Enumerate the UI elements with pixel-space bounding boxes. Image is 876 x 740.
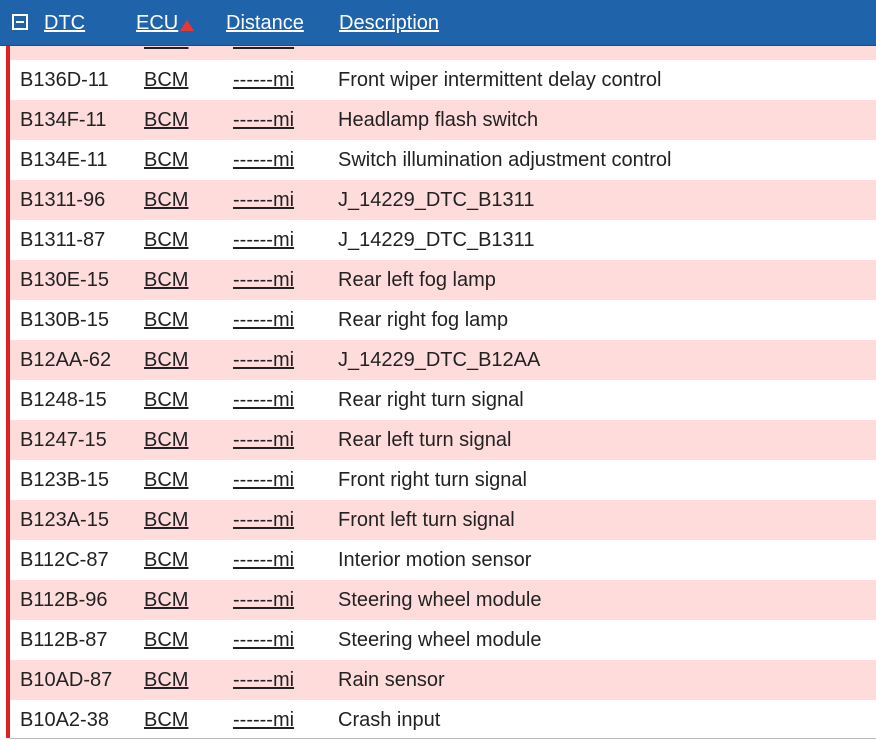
table-row[interactable]: B12AA-62 BCM ------mi J_14229_DTC_B12AA bbox=[10, 340, 876, 380]
dtc-description: Headlamp flash switch bbox=[338, 109, 539, 131]
distance-link[interactable]: ------mi bbox=[233, 309, 295, 331]
distance-link[interactable]: ------mi bbox=[233, 109, 295, 131]
distance-link[interactable]: ------mi bbox=[233, 469, 295, 491]
dtc-description: Front right turn signal bbox=[338, 469, 527, 491]
ecu-link[interactable]: BCM bbox=[144, 709, 189, 731]
dtc-description: Rear left fog lamp bbox=[338, 269, 496, 291]
dtc-code: B134F-11 bbox=[20, 109, 107, 131]
dtc-description: J_14229_DTC_B1311 bbox=[338, 229, 535, 251]
ecu-link[interactable]: BCM bbox=[144, 229, 189, 251]
dtc-code: B1311-87 bbox=[20, 229, 106, 251]
ecu-link[interactable]: BCM bbox=[144, 389, 189, 411]
distance-link[interactable]: ------mi bbox=[233, 549, 295, 571]
distance-link[interactable]: ------mi bbox=[233, 429, 295, 451]
table-row[interactable]: B10AD-87 BCM ------mi Rain sensor bbox=[10, 660, 876, 700]
ecu-link[interactable]: BCM bbox=[144, 69, 189, 91]
ecu-link[interactable]: BCM bbox=[144, 669, 189, 691]
table-row[interactable]: B123A-15 BCM ------mi Front left turn si… bbox=[10, 500, 876, 540]
ecu-link[interactable]: BCM bbox=[144, 309, 189, 331]
table-bottom-divider bbox=[10, 738, 876, 739]
table-row[interactable]: B136D-11 BCM ------mi Front wiper interm… bbox=[10, 60, 876, 100]
table-row[interactable]: B134F-11 BCM ------mi Headlamp flash swi… bbox=[10, 100, 876, 140]
dtc-code: B112B-96 bbox=[20, 589, 108, 611]
table-row[interactable]: B130E-15 BCM ------mi Rear left fog lamp bbox=[10, 260, 876, 300]
ecu-link[interactable]: BCM bbox=[144, 589, 189, 611]
group-marker bbox=[6, 46, 10, 738]
ecu-link[interactable]: BCM bbox=[144, 509, 189, 531]
column-header-distance[interactable]: Distance bbox=[226, 12, 304, 34]
distance-link[interactable]: ------mi bbox=[233, 509, 295, 531]
table-header: DTC ECU Distance Description bbox=[0, 0, 876, 46]
dtc-description: Steering wheel module bbox=[338, 589, 542, 611]
dtc-code: B1247-15 bbox=[20, 429, 107, 451]
dtc-code: B123A-15 bbox=[20, 509, 109, 531]
dtc-code: B1248-15 bbox=[20, 389, 107, 411]
table-row[interactable]: B134E-11 BCM ------mi Switch illuminatio… bbox=[10, 140, 876, 180]
dtc-description: Rear left turn signal bbox=[338, 429, 512, 451]
column-header-description[interactable]: Description bbox=[339, 12, 440, 34]
dtc-description: Rear right turn signal bbox=[338, 389, 524, 411]
dtc-description: Rain sensor bbox=[338, 669, 445, 691]
table-row[interactable]: B112C-87 BCM ------mi Interior motion se… bbox=[10, 540, 876, 580]
sort-ascending-icon[interactable] bbox=[180, 20, 194, 31]
table-row[interactable]: B130B-15 BCM ------mi Rear right fog lam… bbox=[10, 300, 876, 340]
ecu-link[interactable]: BCM bbox=[144, 349, 189, 371]
ecu-link[interactable]: BCM bbox=[144, 189, 189, 211]
table-body: BCM ------mi B136D-11 BCM ------mi Front… bbox=[10, 20, 876, 740]
distance-link[interactable]: ------mi bbox=[233, 69, 295, 91]
dtc-description: Interior motion sensor bbox=[338, 549, 532, 571]
table-row[interactable]: B10A2-38 BCM ------mi Crash input bbox=[10, 700, 876, 740]
dtc-description: J_14229_DTC_B12AA bbox=[338, 349, 541, 371]
dtc-description: Rear right fog lamp bbox=[338, 309, 509, 331]
table-row[interactable]: B112B-96 BCM ------mi Steering wheel mod… bbox=[10, 580, 876, 620]
dtc-code: B130B-15 bbox=[20, 309, 109, 331]
dtc-code: B112C-87 bbox=[20, 549, 109, 571]
ecu-link[interactable]: BCM bbox=[144, 429, 189, 451]
table-row[interactable]: B123B-15 BCM ------mi Front right turn s… bbox=[10, 460, 876, 500]
dtc-code: B12AA-62 bbox=[20, 349, 112, 371]
distance-link[interactable]: ------mi bbox=[233, 389, 295, 411]
distance-link[interactable]: ------mi bbox=[233, 229, 295, 251]
dtc-code: B1311-96 bbox=[20, 189, 106, 211]
table-row[interactable]: B1248-15 BCM ------mi Rear right turn si… bbox=[10, 380, 876, 420]
table-row[interactable]: B1311-96 BCM ------mi J_14229_DTC_B1311 bbox=[10, 180, 876, 220]
ecu-link[interactable]: BCM bbox=[144, 269, 189, 291]
collapse-icon[interactable] bbox=[12, 14, 28, 30]
distance-link[interactable]: ------mi bbox=[233, 349, 295, 371]
distance-link[interactable]: ------mi bbox=[233, 149, 295, 171]
distance-link[interactable]: ------mi bbox=[233, 709, 295, 731]
distance-link[interactable]: ------mi bbox=[233, 269, 295, 291]
dtc-description: J_14229_DTC_B1311 bbox=[338, 189, 535, 211]
dtc-code: B136D-11 bbox=[20, 69, 109, 91]
distance-link[interactable]: ------mi bbox=[233, 629, 295, 651]
distance-link[interactable]: ------mi bbox=[233, 669, 295, 691]
dtc-description: Switch illumination adjustment control bbox=[338, 149, 672, 171]
distance-link[interactable]: ------mi bbox=[233, 189, 295, 211]
table-row[interactable]: B1247-15 BCM ------mi Rear left turn sig… bbox=[10, 420, 876, 460]
dtc-description: Front left turn signal bbox=[338, 509, 515, 531]
table-row[interactable]: B112B-87 BCM ------mi Steering wheel mod… bbox=[10, 620, 876, 660]
ecu-link[interactable]: BCM bbox=[144, 549, 189, 571]
dtc-description: Steering wheel module bbox=[338, 629, 542, 651]
ecu-link[interactable]: BCM bbox=[144, 149, 189, 171]
ecu-link[interactable]: BCM bbox=[144, 109, 189, 131]
distance-link[interactable]: ------mi bbox=[233, 589, 295, 611]
dtc-code: B112B-87 bbox=[20, 629, 108, 651]
dtc-code: B130E-15 bbox=[20, 269, 109, 291]
dtc-code: B123B-15 bbox=[20, 469, 109, 491]
column-header-dtc[interactable]: DTC bbox=[44, 12, 86, 34]
dtc-code: B10A2-38 bbox=[20, 709, 109, 731]
dtc-description: Front wiper intermittent delay control bbox=[338, 69, 662, 91]
column-header-ecu[interactable]: ECU bbox=[136, 12, 179, 34]
dtc-description: Crash input bbox=[338, 709, 441, 731]
dtc-code: B10AD-87 bbox=[20, 669, 113, 691]
dtc-code: B134E-11 bbox=[20, 149, 108, 171]
table-row[interactable]: B1311-87 BCM ------mi J_14229_DTC_B1311 bbox=[10, 220, 876, 260]
ecu-link[interactable]: BCM bbox=[144, 629, 189, 651]
ecu-link[interactable]: BCM bbox=[144, 469, 189, 491]
